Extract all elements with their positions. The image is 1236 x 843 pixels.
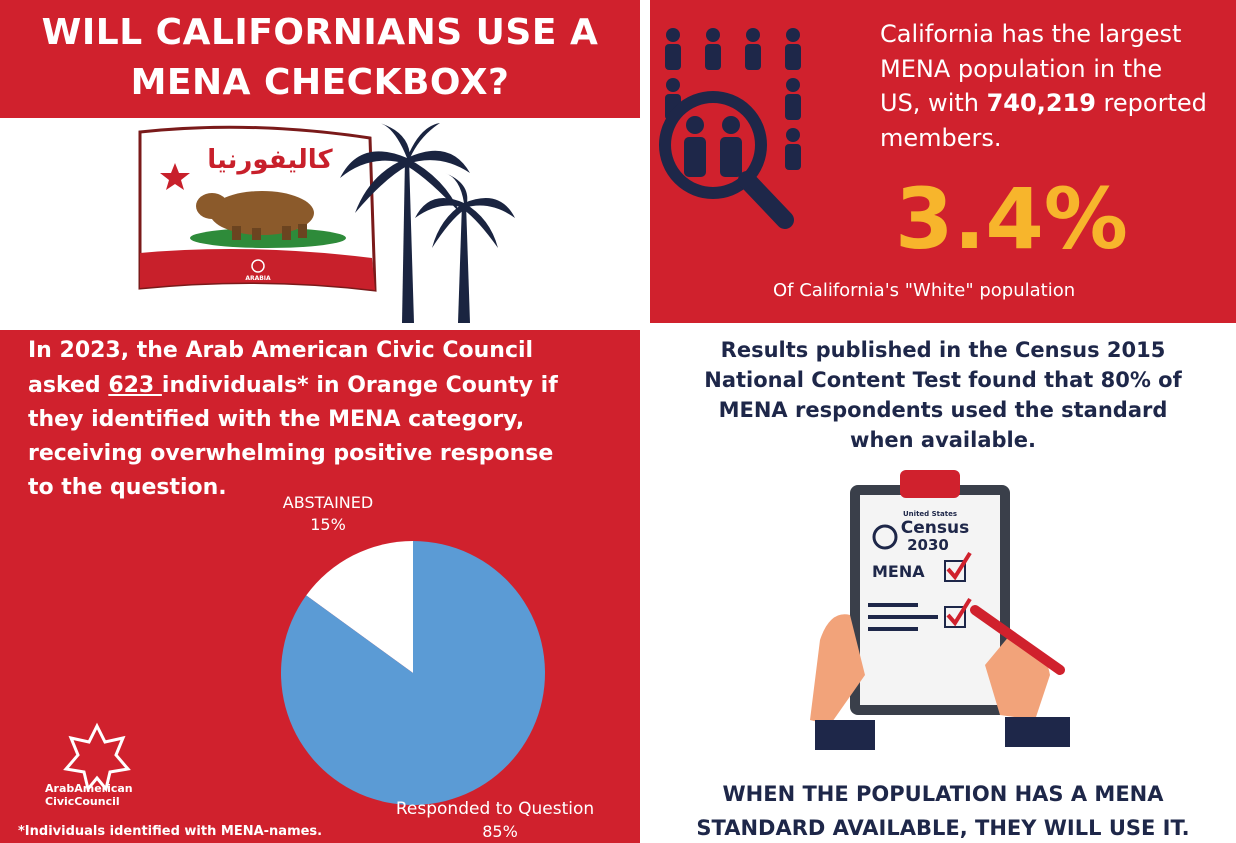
logo-text-line-2: CivicCouncil <box>45 795 120 808</box>
second-checkmark-icon <box>946 597 972 627</box>
pie-value-abstained: 15% <box>310 515 346 534</box>
flag-emblem-icon <box>251 259 265 273</box>
conclusion-line-1: WHEN THE POPULATION HAS A MENA <box>722 782 1164 806</box>
population-stat-panel: California has the largest MENA populati… <box>650 0 1236 323</box>
pie-value-responded: 85% <box>482 822 518 841</box>
census-text-line-4: when available. <box>850 428 1036 452</box>
population-text-line-3: US, with 740,219 reported <box>880 89 1207 117</box>
title-line-2: MENA CHECKBOX? <box>130 62 510 103</box>
census-clipboard-illustration: United States Census 2030 MENA <box>810 470 1070 750</box>
logo-text-line-1: ArabAmerican <box>45 782 133 795</box>
pie-slice-responded-to-question <box>281 541 545 805</box>
survey-text-suffix: individuals* in Orange County if <box>161 373 558 398</box>
clipboard-census: Census <box>901 518 969 538</box>
civic-council-logo-icon <box>63 722 131 793</box>
population-text-line-1: California has the largest <box>880 20 1182 48</box>
survey-pie-chart <box>281 541 545 805</box>
palm-trees-icon <box>340 123 515 323</box>
people-magnifier-icon <box>659 28 801 229</box>
population-text-line-4: members. <box>880 124 1002 152</box>
census-text-line-1: Results published in the Census 2015 <box>720 338 1166 362</box>
population-text-prefix: US, with <box>880 89 987 117</box>
bear-icon <box>196 191 314 240</box>
survey-footnote: *Individuals identified with MENA-names. <box>18 824 323 839</box>
conclusion-line-2: STANDARD AVAILABLE, THEY WILL USE IT. <box>696 816 1190 840</box>
survey-text-line-2: asked 623 individuals* in Orange County … <box>28 373 558 398</box>
census-text-line-3: MENA respondents used the standard <box>718 398 1168 422</box>
flag-star-icon <box>160 163 190 190</box>
second-checkbox-icon <box>944 606 966 628</box>
survey-respondent-count: 623 <box>108 373 162 398</box>
census-text-line-2: National Content Test found that 80% of <box>704 368 1182 392</box>
survey-text-line-4: receiving overwhelming positive response <box>28 441 554 466</box>
population-text-suffix: reported <box>1095 89 1207 117</box>
flag-arabic-text: كاليفورنيا <box>207 145 333 175</box>
pie-slice-abstained <box>306 541 413 673</box>
survey-panel: In 2023, the Arab American Civic Council… <box>0 330 640 843</box>
population-text-line-2: MENA population in the <box>880 55 1163 83</box>
clipboard-clip-icon <box>900 470 960 498</box>
title-line-1: WILL CALIFORNIANS USE A <box>41 12 599 53</box>
survey-text-prefix: asked <box>28 373 109 398</box>
clipboard-year: 2030 <box>907 536 949 554</box>
survey-text-line-3: they identified with the MENA category, <box>28 407 525 432</box>
california-flag: كاليفورنيا ARABIA <box>138 125 377 292</box>
pie-label-abstained: ABSTAINED <box>282 493 374 512</box>
population-count: 740,219 <box>986 89 1096 117</box>
hands-icon <box>810 614 1070 750</box>
census-seal-icon <box>872 524 898 550</box>
flag-palms-graphic: كاليفورنيا ARABIA <box>138 123 515 323</box>
pie-label-responded: Responded to Question <box>395 799 595 819</box>
clipboard-mena-label: MENA <box>872 562 925 581</box>
pen-icon <box>970 605 1065 675</box>
survey-text-line-1: In 2023, the Arab American Civic Council <box>28 338 534 363</box>
flag-small-text: ARABIA <box>245 275 271 282</box>
census-test-panel: Results published in the Census 2015 Nat… <box>650 330 1236 843</box>
survey-text-line-5: to the question. <box>28 475 227 500</box>
mena-checkmark-icon <box>946 551 972 581</box>
california-flag-illustration: كاليفورنيا ARABIA <box>0 118 640 323</box>
clipboard-united-states: United States <box>903 510 957 518</box>
mena-checkbox-icon <box>944 560 966 582</box>
white-population-caption: Of California's "White" population <box>773 280 1076 301</box>
white-population-percentage: 3.4% <box>895 170 1128 268</box>
title-banner: WILL CALIFORNIANS USE A MENA CHECKBOX? <box>0 0 640 118</box>
